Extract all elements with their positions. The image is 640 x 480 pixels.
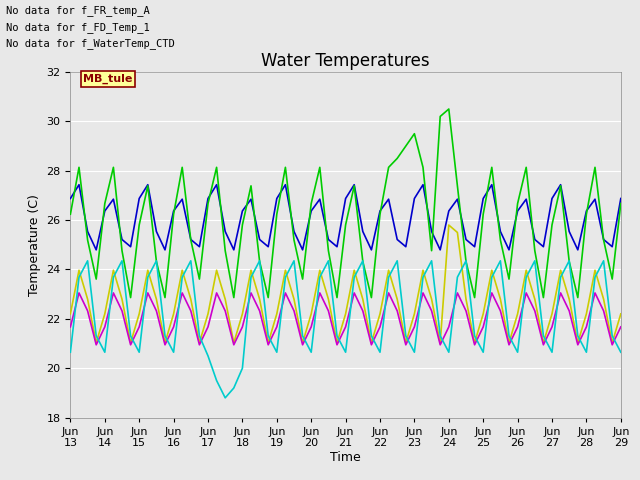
Text: No data for f_FR_temp_A: No data for f_FR_temp_A	[6, 5, 150, 16]
Title: Water Temperatures: Water Temperatures	[261, 52, 430, 71]
Text: MB_tule: MB_tule	[83, 74, 132, 84]
Text: No data for f_FD_Temp_1: No data for f_FD_Temp_1	[6, 22, 150, 33]
Y-axis label: Temperature (C): Temperature (C)	[28, 194, 41, 296]
Text: No data for f_WaterTemp_CTD: No data for f_WaterTemp_CTD	[6, 38, 175, 49]
X-axis label: Time: Time	[330, 451, 361, 464]
